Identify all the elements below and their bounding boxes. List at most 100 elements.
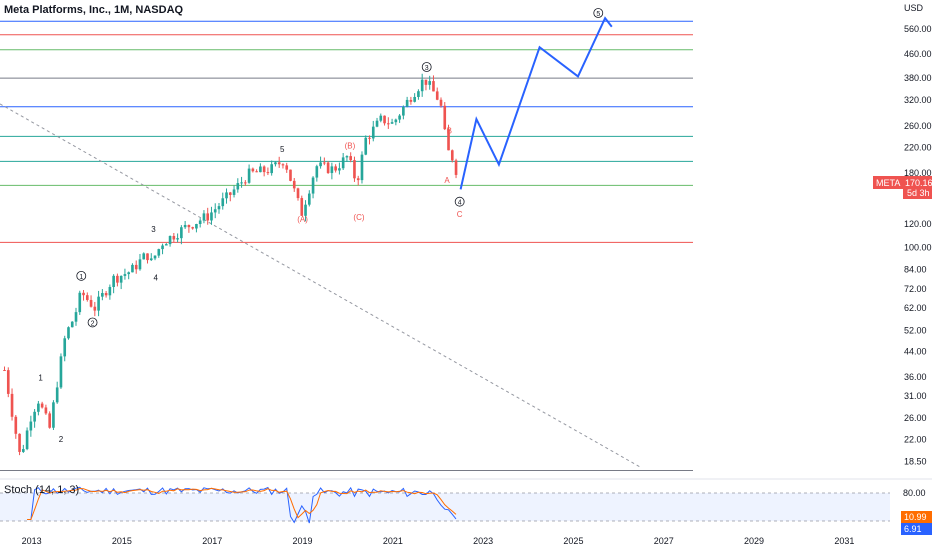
currency-label: USD [904, 3, 924, 13]
candle-body [266, 172, 270, 174]
time-axis-tick: 2017 [202, 536, 222, 546]
candle-body [251, 168, 255, 172]
candle-body [217, 206, 221, 210]
candle-body [112, 275, 115, 287]
candle-body [101, 293, 104, 297]
candle-body [405, 99, 409, 107]
stoch-indicator-label[interactable]: Stoch (14, 1, 3) [4, 484, 80, 496]
candle-body [59, 356, 63, 388]
stoch-value-tags: 10.99 6.91 [901, 511, 932, 535]
candle-body [3, 370, 6, 372]
candle-body [371, 126, 375, 139]
price-axis-tick: 220.00 [904, 142, 932, 152]
wave-label-7: (A) [297, 215, 308, 224]
price-axis-tick: 120.00 [904, 219, 932, 229]
candle-body [420, 79, 424, 92]
candle-body [432, 81, 435, 92]
candle-body [417, 91, 420, 97]
price-tag-price: 170.16 [905, 178, 932, 188]
candle-body [134, 264, 138, 270]
candle-body [383, 115, 386, 124]
candles-group [3, 73, 458, 456]
candle-body [375, 120, 379, 127]
price-axis-tick: 52.00 [904, 325, 927, 335]
candle-body [195, 224, 198, 229]
candle-body [311, 177, 315, 194]
price-axis-tick: 36.00 [904, 372, 927, 382]
candle-body [345, 156, 349, 158]
wave-label-4: 3 [151, 225, 156, 234]
candle-body [289, 169, 292, 181]
candle-body [236, 183, 240, 190]
price-axis-tick: 31.00 [904, 391, 927, 401]
candle-body [180, 227, 183, 239]
candle-body [119, 275, 123, 283]
wave-label-circle-3 [87, 317, 98, 328]
candle-body [225, 192, 228, 199]
candle-body [10, 393, 14, 417]
candle-body [131, 264, 134, 273]
candle-body [221, 198, 225, 207]
wave-label-3: 2 [91, 320, 95, 327]
stoch-band [0, 493, 890, 521]
price-tag-symbol: META [876, 178, 900, 188]
candle-body [40, 403, 44, 408]
candle-body [247, 168, 251, 183]
time-axis-tick: 2015 [112, 536, 132, 546]
candle-body [334, 166, 337, 171]
candle-body [386, 123, 390, 125]
candle-body [153, 255, 157, 259]
candle-body [70, 321, 74, 328]
candle-body [187, 224, 191, 228]
candle-body [191, 227, 194, 229]
candle-body [394, 119, 398, 123]
candle-body [123, 274, 127, 276]
wave-label-12: A [444, 176, 450, 185]
candle-body [244, 182, 247, 184]
stoch-value-d: 6.91 [904, 524, 922, 534]
candle-body [18, 433, 21, 452]
candle-body [262, 166, 266, 173]
candle-body [6, 370, 10, 394]
candle-body [435, 91, 439, 100]
projection-group [459, 16, 613, 190]
candle-body [164, 244, 168, 246]
price-axis-tick: 100.00 [904, 242, 932, 252]
candle-body [63, 338, 67, 357]
candle-body [330, 166, 334, 174]
price-axis[interactable]: 18.50 22.00 26.00 31.00 36.00 44.00 52.00 62.00… [904, 24, 932, 466]
candle-body [127, 272, 131, 275]
wave-label-6: 5 [280, 145, 285, 154]
price-axis-tick: 26.00 [904, 413, 927, 423]
price-axis-tick: 380.00 [904, 73, 932, 83]
price-axis-tick: 62.00 [904, 303, 927, 313]
candle-body [300, 198, 304, 216]
candle-body [14, 416, 18, 434]
wave-label-8: (B) [345, 142, 356, 151]
candle-body [454, 160, 458, 175]
price-axis-tick: 180.00 [904, 168, 932, 178]
chart-title: Meta Platforms, Inc., 1M, NASDAQ [4, 4, 184, 16]
candle-body [52, 402, 55, 428]
candle-body [33, 411, 36, 422]
candle-body [82, 292, 85, 296]
price-axis-tick: 72.00 [904, 284, 927, 294]
candle-body [259, 166, 262, 173]
candle-body [78, 292, 82, 313]
candle-body [183, 224, 187, 228]
price-axis-tick: 44.00 [904, 346, 927, 356]
candle-body [198, 220, 202, 225]
candle-body [44, 407, 48, 414]
candle-body [97, 296, 100, 311]
candle-body [213, 209, 217, 213]
candle-body [232, 189, 236, 195]
projection-path [459, 16, 613, 190]
candle-body [29, 421, 33, 431]
time-axis-tick: 2027 [654, 536, 674, 546]
price-axis-tick: 84.00 [904, 264, 927, 274]
time-axis[interactable]: 2013 2015 2017 2019 2021 2023 2025 2027 2029 2031 [22, 536, 855, 546]
time-axis-tick: 2025 [563, 536, 583, 546]
candle-body [108, 286, 112, 296]
wave-label-circle-10 [421, 62, 432, 72]
